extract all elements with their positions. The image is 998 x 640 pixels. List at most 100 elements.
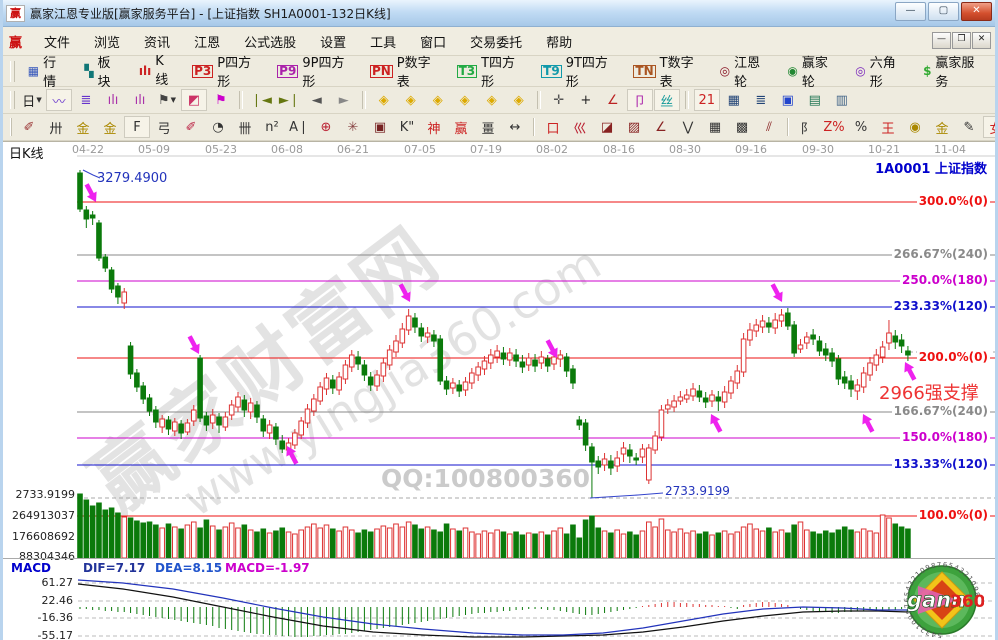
pct-icon[interactable]: %	[854, 119, 868, 135]
mdi-restore-button[interactable]: ❐	[952, 32, 971, 49]
notepad-icon[interactable]: ≣	[755, 92, 767, 108]
k-quote-icon[interactable]: K"	[399, 119, 415, 135]
calculator-icon[interactable]: ▦	[727, 92, 740, 108]
minimize-button[interactable]: —	[895, 2, 926, 21]
price-volume-macd-plot[interactable]	[3, 142, 995, 640]
gold-grid2-icon[interactable]: 金	[103, 121, 117, 137]
shell-icon[interactable]: ✐	[185, 119, 197, 135]
menu-item-5[interactable]: 设置	[320, 35, 347, 51]
star-box-icon[interactable]: ▣	[373, 119, 387, 135]
fan-box-icon[interactable]: ◪	[600, 119, 614, 135]
box-tool-icon[interactable]: 口	[546, 121, 560, 137]
p-number-table-button[interactable]: PN P数字表	[362, 49, 447, 93]
silk-tool-icon[interactable]: 丝	[653, 89, 680, 111]
volume-scale-value-3: 88304346	[19, 550, 75, 563]
ying-icon[interactable]: 赢	[454, 121, 468, 137]
menu-item-9[interactable]: 帮助	[546, 35, 573, 51]
brush-icon[interactable]: ✐	[23, 119, 35, 135]
grid-lg-icon[interactable]: 畺	[481, 121, 495, 137]
menu-item-2[interactable]: 资讯	[144, 35, 171, 51]
diamond-all-icon[interactable]: ◈	[513, 92, 524, 108]
menu-item-3[interactable]: 江恩	[194, 35, 221, 51]
hexagon-button[interactable]: ◎ 六角形	[847, 49, 913, 93]
bow-icon[interactable]: 弓	[157, 121, 171, 137]
mirror-a-icon[interactable]: A❘	[289, 119, 309, 135]
target-icon[interactable]: ⊕	[320, 119, 332, 135]
menu-item-6[interactable]: 工具	[370, 35, 397, 51]
hand-icon[interactable]: ✛	[553, 92, 565, 108]
close-button[interactable]: ✕	[961, 2, 992, 21]
diamond-right-icon[interactable]: ◈	[405, 92, 416, 108]
gold-grid-icon[interactable]: 金	[76, 121, 90, 137]
pattern-box-icon[interactable]: 〰	[46, 89, 72, 111]
chart-area[interactable]: 赢家财富网 www.yingjia360.com QQ:100800360 日K…	[3, 141, 995, 640]
gann-wheel-button[interactable]: ◎ 江恩轮	[712, 49, 778, 93]
prev-icon[interactable]: ◄	[311, 92, 322, 108]
mdi-close-button[interactable]: ✕	[972, 32, 991, 49]
diamond-expand-icon[interactable]: ◈	[459, 92, 470, 108]
9p-square-button[interactable]: P9 9P四方形	[269, 49, 360, 93]
wang-icon[interactable]: 王	[881, 121, 895, 137]
calendar-icon[interactable]: 21	[693, 89, 720, 111]
t-square-button[interactable]: T3 T四方形	[449, 49, 532, 93]
fan-box2-icon[interactable]: ▨	[627, 119, 641, 135]
n2-icon[interactable]: n²	[265, 119, 279, 135]
kline-button[interactable]: ılı K线	[131, 51, 182, 91]
9t-square-button[interactable]: T9 9T四方形	[533, 49, 623, 93]
crosshair-icon[interactable]: +	[580, 92, 592, 108]
gold-circle-icon[interactable]: ◉	[909, 119, 921, 135]
mdi-minimize-button[interactable]: —	[932, 32, 951, 49]
winner-wheel-button[interactable]: ◉ 赢家轮	[779, 49, 845, 93]
shen-icon[interactable]: 神	[427, 121, 441, 137]
winner-service-button[interactable]: $ 赢家服务	[915, 49, 991, 93]
notes-icon[interactable]: ≣	[80, 92, 92, 108]
angle-tool-icon[interactable]: ∠	[606, 92, 619, 108]
menu-item-8[interactable]: 交易委托	[470, 35, 523, 51]
flag-picker[interactable]: ⚑ ▼	[157, 92, 177, 108]
pct7-icon[interactable]: Z%	[823, 119, 845, 135]
signal-arrow-down-icon	[545, 339, 558, 358]
bars9-icon[interactable]: ılı	[134, 92, 146, 108]
pencil-icon[interactable]: ✎	[963, 119, 975, 135]
menu-item-1[interactable]: 浏览	[94, 35, 121, 51]
menu-item-7[interactable]: 窗口	[420, 35, 447, 51]
diamond-h-icon[interactable]: ◈	[432, 92, 443, 108]
v-lines-icon[interactable]: ⋁	[682, 119, 694, 135]
grid-step-icon[interactable]: ▩	[735, 119, 749, 135]
width-icon[interactable]: ↔	[509, 119, 521, 135]
flag-color-icon[interactable]: ⚑	[215, 92, 227, 108]
menu-item-4[interactable]: 公式选股	[244, 35, 297, 51]
next-icon[interactable]: ►	[338, 92, 349, 108]
bars3-icon[interactable]: ılı	[107, 92, 119, 108]
angle-lines-icon[interactable]: ∠	[655, 119, 667, 135]
f-grid-icon[interactable]: F	[124, 116, 150, 138]
grid-sm-icon[interactable]: 卌	[238, 121, 252, 137]
last-icon[interactable]: ►❘	[278, 92, 300, 108]
gold-line-icon[interactable]: 金	[935, 121, 949, 137]
diamond-v-icon[interactable]: ◈	[486, 92, 497, 108]
maximize-button[interactable]: ▢	[928, 2, 959, 21]
grid-dark-icon[interactable]: ▦	[708, 119, 722, 135]
diamond-left-icon[interactable]: ◈	[378, 92, 389, 108]
t-number-table-button[interactable]: TN T数字表	[625, 49, 709, 93]
fan-icon[interactable]: 巛	[573, 121, 587, 137]
first-icon[interactable]: ❘◄	[251, 92, 272, 108]
scale-icon[interactable]: 阝	[800, 121, 814, 137]
candle-style-picker[interactable]: 日 ▼	[22, 94, 42, 110]
save-icon[interactable]: ▣	[781, 92, 794, 108]
print-icon[interactable]: ▥	[835, 92, 848, 108]
star-icon[interactable]: ✳	[347, 119, 359, 135]
p-square-button[interactable]: P3 P四方形	[184, 49, 267, 93]
gann-grid-icon[interactable]: 卅	[49, 121, 63, 137]
volume-bar	[330, 528, 336, 559]
sectors-button[interactable]: ▚ 板块	[76, 49, 129, 93]
menu-item-0[interactable]: 文件	[44, 35, 71, 51]
volume-bar	[159, 527, 165, 559]
seal-tool-icon[interactable]: 卩	[626, 89, 653, 111]
export-icon[interactable]: ▤	[808, 92, 821, 108]
circle-ruler-icon[interactable]: ◔	[212, 119, 224, 135]
nv-box-icon[interactable]: 女	[983, 116, 998, 138]
marker-box-icon[interactable]: ◩	[181, 89, 207, 111]
slashes-icon[interactable]: ⫽	[766, 119, 772, 135]
quotes-button[interactable]: ▦ 行情	[20, 49, 75, 93]
